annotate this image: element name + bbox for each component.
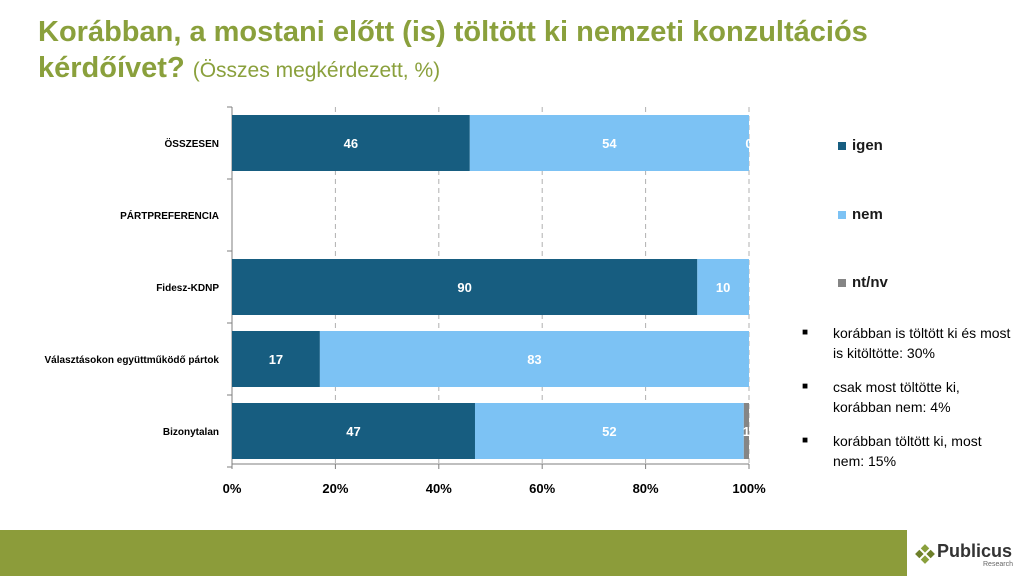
x-tick-label: 60% [529,481,555,496]
bullet-icon: ■ [802,435,809,446]
x-tick-label: 100% [732,481,766,496]
category-label: PÁRTPREFERENCIA [120,209,219,222]
legend-item-nem: nem [838,206,883,223]
bar-igen [232,115,470,171]
x-tick-label: 0% [223,481,242,496]
category-label: ÖSSZESEN [165,137,219,150]
page-title: Korábban, a mostani előtt (is) töltött k… [38,14,998,89]
note-item: ■ korábban töltött ki, most nem: 15% [800,431,1015,471]
title-main: Korábban, a mostani előtt (is) töltött k… [38,16,868,84]
logo-wordmark: Publicus [937,541,1013,561]
legend-swatch-nem [838,211,846,220]
bar-nem [469,115,749,171]
bullet-icon: ■ [802,381,809,392]
note-item: ■ csak most töltötte ki, korábban nem: 4% [800,377,1015,417]
data-label: 83 [527,352,541,367]
x-tick-label: 20% [322,481,348,496]
note-text: csak most töltötte ki, korábban nem: 4% [833,379,960,415]
bar-igen [232,331,320,387]
bar-nem [474,403,744,459]
bar-nem [697,259,749,315]
category-label: Választásokon együttműködő pártok [45,355,220,366]
legend-item-igen: igen [838,137,883,154]
data-label: 52 [602,424,616,439]
data-label: 47 [346,424,360,439]
x-tick-label: 80% [633,481,659,496]
data-label: 46 [344,136,358,151]
publicus-diamond-logo-icon [915,544,935,564]
bar-nem [319,331,749,387]
category-label: Bizonytalan [163,427,219,438]
bullet-icon: ■ [802,327,809,338]
category-label: Fidesz-KDNP [156,283,219,294]
stacked-bar-chart: 0% 20% 40% 60% 80% 100% ÖSSZESEN PÁRTPREFERENCI… [45,106,766,496]
title-subtitle: (Összes megkérdezett, %) [192,59,441,82]
data-label: 10 [716,280,730,295]
logo-subtitle: Research [983,561,1013,568]
data-label: 90 [457,280,471,295]
legend-item-ntnv: nt/nv [838,274,888,291]
data-label: 1 [743,424,750,439]
data-label: 54 [602,136,617,151]
data-label: 0 [745,136,752,151]
legend-label-ntnv: nt/nv [852,274,888,291]
legend-swatch-igen [838,142,846,151]
data-label: 17 [269,352,283,367]
note-text: korábban töltött ki, most nem: 15% [833,433,982,469]
bar-ntnv [743,403,749,459]
legend-label-igen: igen [852,137,883,154]
bar-igen [232,403,475,459]
bar-igen [232,259,698,315]
note-text: korábban is töltött ki és most is kitölt… [833,325,1011,361]
note-item: ■ korábban is töltött ki és most is kitöl… [800,323,1015,363]
x-tick-label: 40% [426,481,452,496]
legend-swatch-ntnv [838,279,846,288]
legend-label-nem: nem [852,206,883,223]
notes-list: ■ korábban is töltött ki és most is kitöl… [800,323,1015,485]
footer-bar [0,530,907,576]
